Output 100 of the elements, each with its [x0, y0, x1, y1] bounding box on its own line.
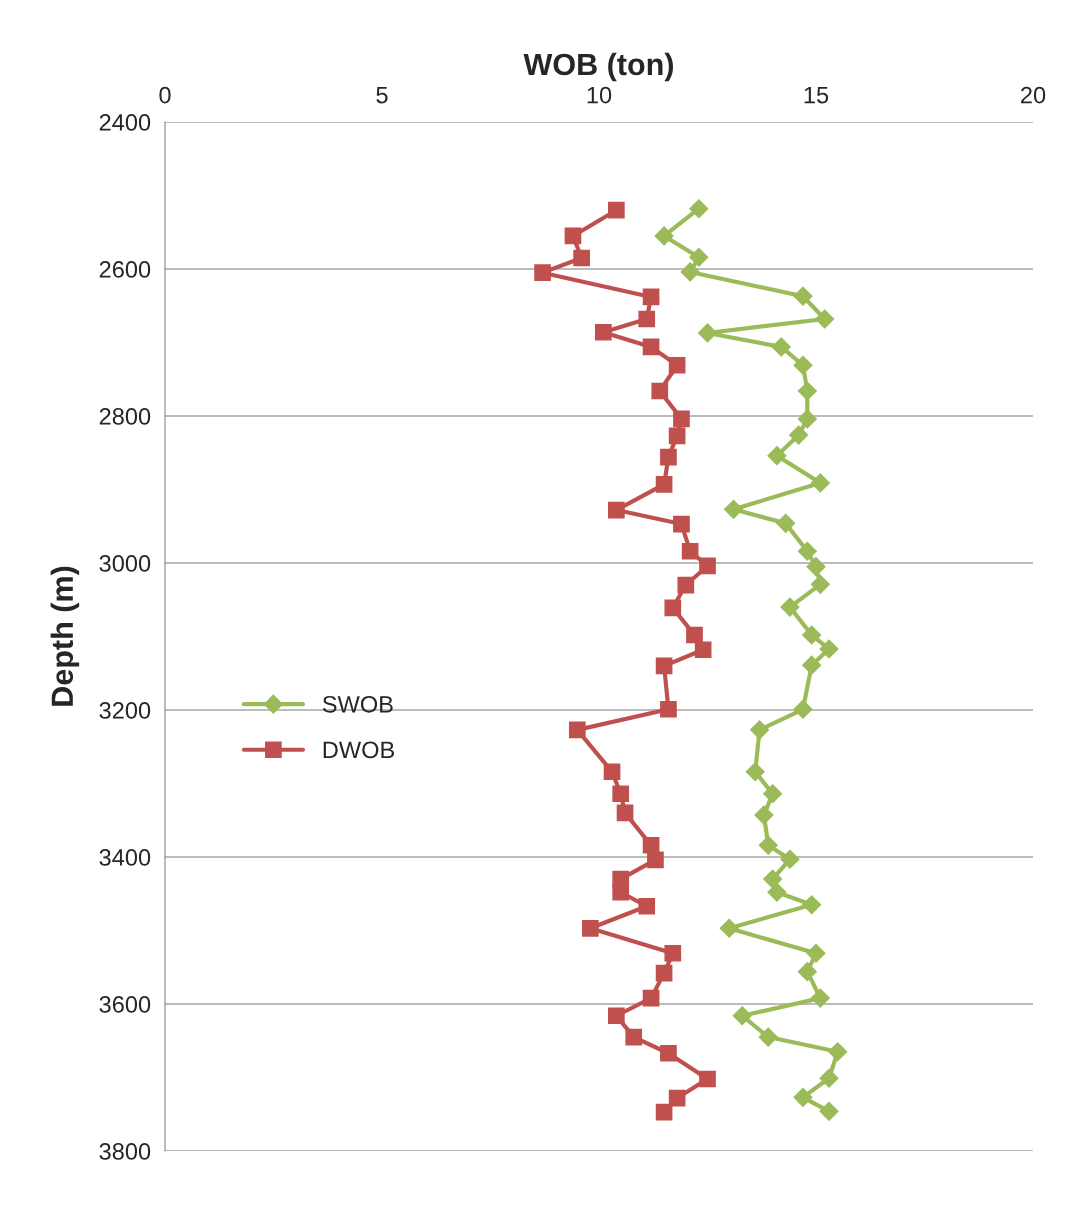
- point: [534, 264, 551, 282]
- point: [793, 1087, 813, 1107]
- point: [581, 919, 599, 937]
- point: [642, 836, 660, 854]
- point: [638, 897, 656, 915]
- point: [697, 323, 718, 343]
- y-tick-label: 2600: [99, 261, 151, 278]
- point: [819, 1101, 839, 1121]
- point: [819, 1068, 839, 1088]
- point: [673, 515, 690, 533]
- y-tick-label: 2800: [99, 408, 151, 425]
- x-tick-label: 5: [376, 86, 388, 104]
- point: [612, 883, 630, 901]
- point: [573, 249, 590, 267]
- point: [642, 338, 660, 356]
- point: [680, 262, 700, 282]
- point: [819, 639, 839, 659]
- point: [642, 989, 660, 1007]
- point: [750, 720, 770, 740]
- point: [668, 1089, 686, 1107]
- point: [668, 427, 686, 445]
- point: [651, 382, 669, 400]
- point: [780, 597, 800, 617]
- point: [568, 721, 586, 739]
- x-axis-title: WOB (ton): [523, 52, 673, 82]
- point: [664, 599, 682, 617]
- point: [789, 425, 809, 445]
- point: [719, 918, 739, 938]
- y-tick-label: 3000: [99, 555, 151, 572]
- x-tick-label: 10: [587, 86, 612, 104]
- point: [664, 944, 682, 962]
- x-tick-label: 0: [159, 86, 171, 104]
- point: [655, 657, 673, 675]
- point: [793, 286, 813, 306]
- point: [603, 763, 621, 781]
- point: [771, 337, 791, 357]
- point: [608, 1007, 625, 1025]
- point: [810, 473, 830, 493]
- point: [699, 1070, 716, 1088]
- point: [689, 247, 709, 267]
- point: [668, 356, 686, 374]
- point: [780, 849, 800, 869]
- point: [660, 700, 677, 718]
- point: [754, 805, 774, 825]
- point: [699, 557, 716, 575]
- point: [677, 576, 695, 594]
- y-tick-label: 3600: [99, 996, 151, 1013]
- x-tick-label: 15: [804, 86, 829, 104]
- point: [815, 309, 835, 329]
- point: [660, 1044, 677, 1062]
- point: [660, 448, 677, 466]
- point: [810, 988, 830, 1008]
- point: [810, 574, 830, 594]
- point: [828, 1042, 848, 1062]
- point: [616, 804, 634, 822]
- point: [758, 835, 778, 855]
- point: [642, 288, 660, 306]
- point: [767, 446, 787, 466]
- point: [654, 226, 674, 246]
- y-tick-label: 3800: [99, 1143, 151, 1160]
- point: [797, 409, 817, 429]
- point: [608, 201, 625, 219]
- point: [655, 476, 673, 493]
- point: [806, 557, 826, 577]
- point: [724, 499, 744, 519]
- point: [608, 501, 625, 519]
- point: [595, 323, 612, 341]
- legend-label: SWOB: [322, 695, 393, 713]
- point: [802, 625, 822, 645]
- point: [689, 199, 709, 219]
- point: [776, 513, 796, 533]
- point: [797, 381, 817, 401]
- point: [625, 1028, 643, 1046]
- point: [655, 1103, 673, 1121]
- point: [793, 699, 813, 719]
- point: [647, 851, 664, 869]
- point: [763, 869, 783, 889]
- point: [564, 227, 582, 245]
- point: [802, 655, 822, 675]
- point: [681, 542, 699, 560]
- point: [767, 882, 787, 902]
- point: [673, 410, 690, 428]
- y-axis-title: Depth (m): [50, 566, 80, 706]
- legend-label: DWOB: [323, 741, 395, 759]
- y-tick-label: 2400: [99, 114, 151, 131]
- point: [797, 541, 817, 561]
- point: [745, 762, 765, 782]
- point: [763, 784, 783, 804]
- point: [694, 641, 712, 659]
- point: [802, 895, 822, 915]
- point: [793, 355, 813, 375]
- point: [806, 943, 826, 963]
- point: [612, 785, 630, 803]
- point: [758, 1027, 778, 1047]
- point: [686, 626, 703, 644]
- point: [638, 310, 656, 328]
- point: [655, 964, 673, 982]
- point: [732, 1006, 752, 1026]
- point: [797, 962, 817, 982]
- y-tick-label: 3200: [99, 702, 151, 719]
